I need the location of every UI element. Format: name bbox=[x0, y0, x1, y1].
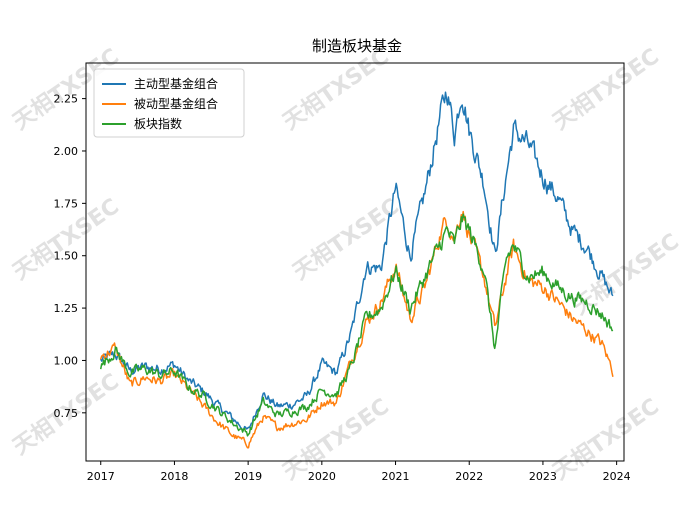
watermark-text: 天相TXSEC bbox=[549, 44, 664, 135]
legend-box bbox=[93, 68, 245, 138]
legend-label: 主动型基金组合 bbox=[134, 76, 218, 91]
x-tick-label: 2023 bbox=[529, 470, 557, 483]
y-tick-label: 2.00 bbox=[54, 145, 79, 158]
x-tick-label: 2022 bbox=[455, 470, 483, 483]
legend-label: 板块指数 bbox=[134, 116, 182, 131]
x-axis: 2017 2018 2019 2020 2021 2022 2023 2024 bbox=[87, 461, 631, 483]
watermark-text: 天相TXSEC bbox=[279, 44, 394, 135]
watermark-text: 天相TXSEC bbox=[279, 394, 394, 485]
chart-title: 制造板块基金 bbox=[312, 37, 402, 55]
x-tick-label: 2019 bbox=[234, 470, 262, 483]
y-axis: 0.75 1.00 1.25 1.50 1.75 2.00 2.25 bbox=[54, 93, 86, 420]
watermark-text: 天相TXSEC bbox=[569, 229, 684, 320]
x-tick-label: 2018 bbox=[160, 470, 188, 483]
y-tick-label: 1.75 bbox=[54, 197, 79, 210]
x-tick-label: 2017 bbox=[87, 470, 115, 483]
y-tick-label: 0.75 bbox=[54, 407, 79, 420]
series-line-1 bbox=[100, 91, 614, 432]
y-tick-label: 1.50 bbox=[54, 250, 79, 263]
x-tick-label: 2021 bbox=[382, 470, 410, 483]
x-tick-label: 2024 bbox=[603, 470, 631, 483]
legend-label: 被动型基金组合 bbox=[134, 96, 218, 111]
x-tick-label: 2020 bbox=[308, 470, 336, 483]
series-line-3 bbox=[99, 213, 614, 437]
y-tick-label: 2.25 bbox=[54, 93, 79, 106]
y-tick-label: 1.25 bbox=[54, 302, 79, 315]
y-tick-label: 1.00 bbox=[54, 354, 79, 367]
plot-area bbox=[85, 62, 625, 462]
series-layer bbox=[99, 91, 614, 449]
